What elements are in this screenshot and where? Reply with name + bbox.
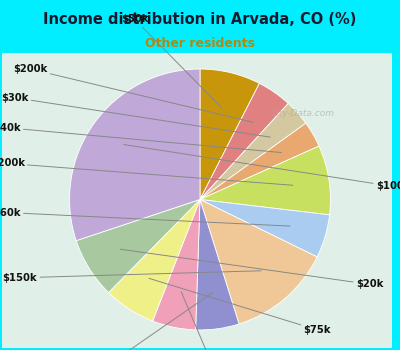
Wedge shape — [76, 199, 200, 293]
Text: Income distribution in Arvada, CO (%): Income distribution in Arvada, CO (%) — [43, 12, 357, 27]
Wedge shape — [200, 83, 288, 200]
Text: $150k: $150k — [3, 271, 261, 283]
Wedge shape — [200, 69, 260, 200]
Wedge shape — [200, 123, 319, 199]
Text: City-Data.com: City-Data.com — [271, 109, 335, 118]
Text: $30k: $30k — [1, 93, 270, 137]
Text: $125k: $125k — [85, 293, 213, 350]
Wedge shape — [153, 199, 200, 330]
Text: $50k: $50k — [121, 14, 222, 108]
Wedge shape — [200, 146, 330, 215]
Text: > $200k: > $200k — [0, 158, 293, 185]
Wedge shape — [196, 199, 239, 330]
Text: $10k: $10k — [181, 292, 233, 350]
Text: $75k: $75k — [149, 278, 331, 335]
Wedge shape — [70, 69, 200, 241]
Wedge shape — [200, 104, 306, 200]
Text: $100k: $100k — [124, 145, 400, 191]
Text: Other residents: Other residents — [145, 37, 255, 50]
Bar — [2, 52, 392, 348]
Wedge shape — [200, 199, 330, 257]
Text: $60k: $60k — [0, 208, 290, 226]
Text: $20k: $20k — [120, 249, 383, 289]
Text: $40k: $40k — [0, 123, 281, 153]
Wedge shape — [108, 199, 200, 321]
Wedge shape — [200, 199, 317, 324]
Text: $200k: $200k — [13, 64, 254, 122]
